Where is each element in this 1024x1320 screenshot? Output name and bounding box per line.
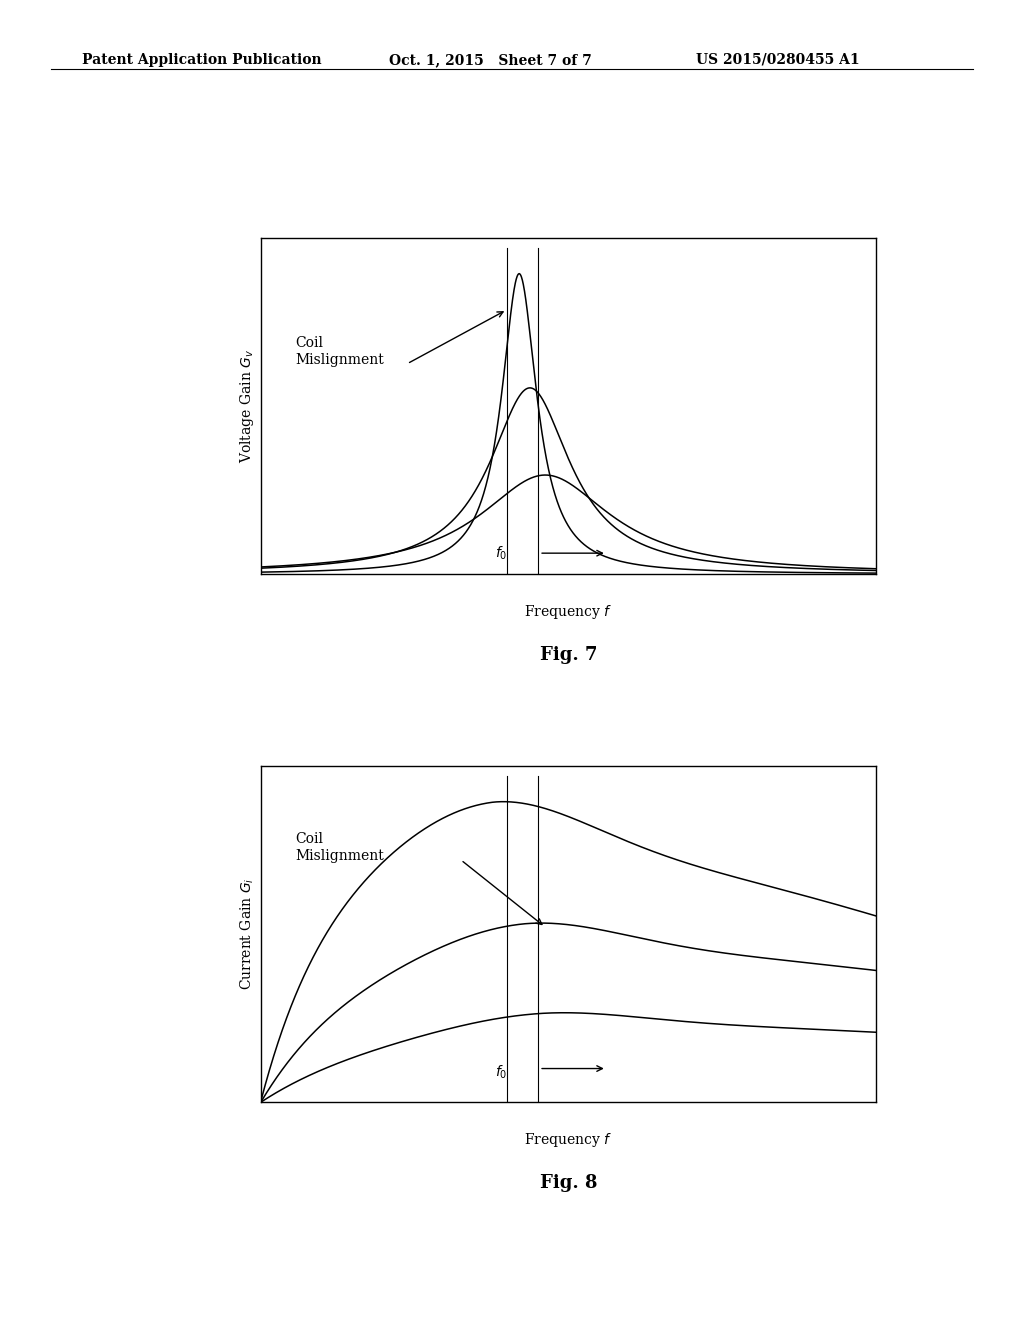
Text: Fig. 8: Fig. 8	[540, 1173, 597, 1192]
Text: US 2015/0280455 A1: US 2015/0280455 A1	[696, 53, 860, 67]
Text: Coil
Mislignment: Coil Mislignment	[295, 832, 384, 863]
Text: Coil
Mislignment: Coil Mislignment	[295, 335, 384, 367]
Text: $f_0$: $f_0$	[495, 1064, 507, 1081]
Text: Patent Application Publication: Patent Application Publication	[82, 53, 322, 67]
Y-axis label: Current Gain $G_i$: Current Gain $G_i$	[239, 878, 256, 990]
Text: Frequency $f$: Frequency $f$	[524, 1131, 612, 1150]
Y-axis label: Voltage Gain $G_v$: Voltage Gain $G_v$	[238, 348, 256, 463]
Text: Fig. 7: Fig. 7	[540, 645, 597, 664]
Text: $f_0$: $f_0$	[495, 545, 507, 562]
Text: Oct. 1, 2015   Sheet 7 of 7: Oct. 1, 2015 Sheet 7 of 7	[389, 53, 592, 67]
Text: Frequency $f$: Frequency $f$	[524, 603, 612, 622]
